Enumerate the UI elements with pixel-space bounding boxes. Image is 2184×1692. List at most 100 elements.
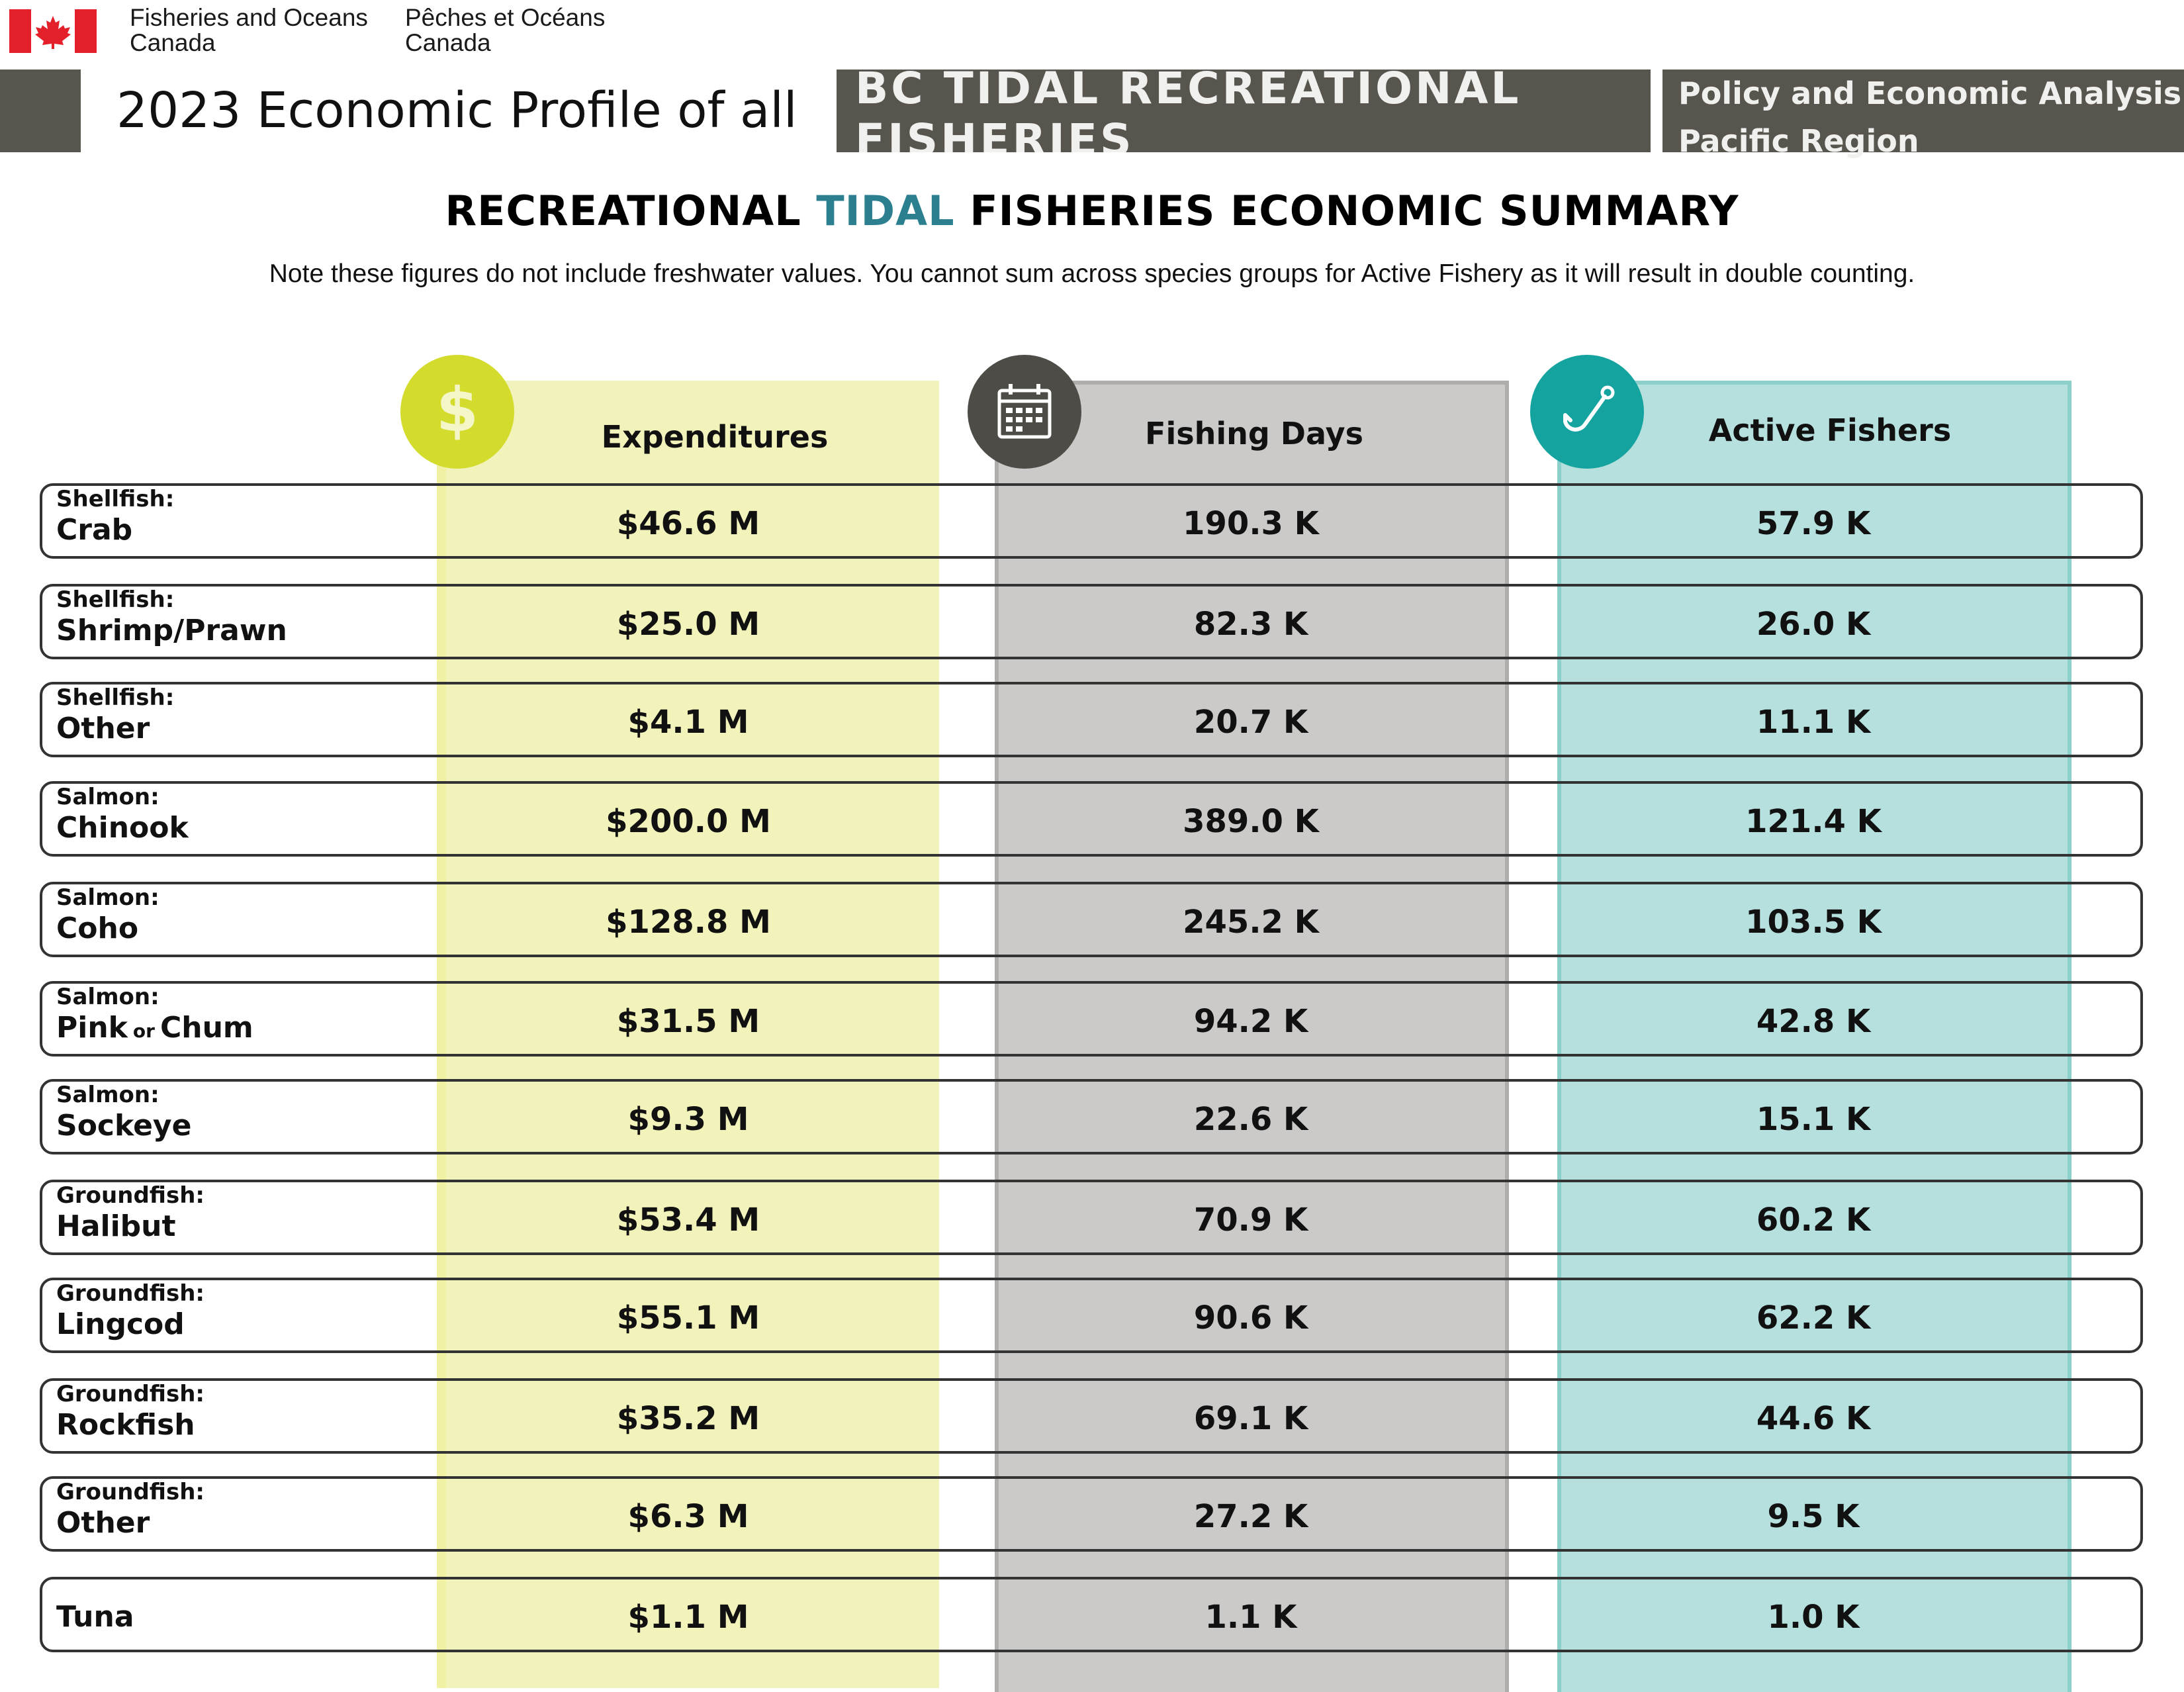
species-name: Sockeye [56,1109,192,1143]
calendar-icon [968,355,1081,469]
table-row [40,981,2143,1057]
species-name: Lingcod [56,1307,185,1341]
active-fishers-value: 26.0 K [1756,606,1871,643]
header-subtitle-bar: BC TIDAL RECREATIONAL FISHERIES [837,63,1651,152]
species-group: Shellfish: [56,684,175,711]
row-label: Shellfish: Shrimp/Prawn [56,587,287,649]
species-name: Other [56,712,150,745]
species-name: Tuna [56,1600,134,1634]
fish-hook-icon [1530,355,1644,469]
header-region: Policy and Economic Analysis, Pacific Re… [1678,75,2181,159]
summary-title: RECREATIONAL TIDAL FISHERIES ECONOMIC SU… [445,187,1739,235]
fishing-days-value: 27.2 K [1193,1498,1308,1535]
expenditures-value: $9.3 M [627,1101,749,1138]
fishing-days-value: 245.2 K [1183,904,1319,941]
species-name: Shrimp/Prawn [56,614,287,647]
fishing-days-value: 190.3 K [1183,505,1319,542]
page-title: 2023 Economic Profile of all [116,82,797,139]
active-fishers-column [1557,381,2071,1692]
species-group: Groundfish: [56,1280,205,1307]
fishing-days-value: 70.9 K [1193,1201,1308,1239]
species-name: Pink or Chum [56,1011,253,1045]
expenditures-value: $25.0 M [616,606,760,643]
fishing-days-column [995,381,1509,1692]
expenditures-value: $46.6 M [616,505,760,542]
expenditures-value: $6.3 M [627,1498,749,1535]
active-fishers-value: 62.2 K [1756,1299,1871,1337]
expenditures-value: $4.1 M [627,704,749,741]
fishing-days-value: 22.6 K [1193,1101,1308,1138]
species-group: Shellfish: [56,486,175,512]
active-fishers-value: 42.8 K [1756,1003,1871,1040]
header-left-block [0,70,81,152]
row-label: Salmon: Coho [56,884,159,947]
species-name: Rockfish [56,1408,195,1442]
species-joiner: or [132,1020,155,1042]
active-fishers-header: Active Fishers [1708,412,1952,448]
species-group: Salmon: [56,1082,159,1108]
canada-flag-icon [9,9,97,53]
table-row [40,584,2143,659]
row-label: Tuna [56,1579,134,1655]
table-row [40,1278,2143,1353]
fishing-days-header: Fishing Days [1145,416,1363,451]
row-label: Groundfish: Lingcod [56,1280,205,1342]
row-label: Salmon: Pink or Chum [56,984,253,1049]
table-row [40,1476,2143,1552]
active-fishers-value: 60.2 K [1756,1201,1871,1239]
species-group: Shellfish: [56,587,175,613]
fishing-days-value: 82.3 K [1193,606,1308,643]
table-row [40,682,2143,757]
fishing-days-value: 20.7 K [1193,704,1308,741]
species-group: Groundfish: [56,1182,205,1209]
active-fishers-value: 121.4 K [1745,803,1882,840]
table-row [40,483,2143,559]
expenditures-value: $35.2 M [616,1400,760,1437]
expenditures-value: $53.4 M [616,1201,760,1239]
active-fishers-value: 1.0 K [1767,1599,1860,1636]
active-fishers-value: 9.5 K [1767,1498,1860,1535]
table-row [40,1079,2143,1154]
fishing-days-value: 94.2 K [1193,1003,1308,1040]
active-fishers-value: 57.9 K [1756,505,1871,542]
table-row [40,1378,2143,1454]
species-name: Halibut [56,1209,176,1243]
fishing-days-value: 69.1 K [1193,1400,1308,1437]
active-fishers-value: 103.5 K [1745,904,1882,941]
row-label: Shellfish: Other [56,684,174,747]
summary-title-accent: TIDAL [816,187,955,235]
row-label: Groundfish: Rockfish [56,1381,205,1443]
expenditures-value: $1.1 M [627,1599,749,1636]
active-fishers-value: 15.1 K [1756,1101,1871,1138]
row-label: Groundfish: Halibut [56,1182,205,1245]
species-group: Salmon: [56,884,159,911]
row-label: Shellfish: Crab [56,486,174,548]
header-subtitle: BC TIDAL RECREATIONAL FISHERIES [855,63,1522,152]
expenditures-value: $200.0 M [606,803,771,840]
species-group: Salmon: [56,784,159,810]
expenditures-header: Expenditures [601,419,829,455]
fishing-days-value: 90.6 K [1193,1299,1308,1337]
species-group: Groundfish: [56,1479,205,1505]
expenditures-value: $55.1 M [616,1299,760,1337]
active-fishers-value: 44.6 K [1756,1400,1871,1437]
row-label: Groundfish: Other [56,1479,205,1541]
svg-text:$: $ [436,375,478,446]
species-name: Other [56,1506,150,1540]
row-label: Salmon: Chinook [56,784,189,846]
table-row [40,882,2143,957]
expenditures-value: $31.5 M [616,1003,760,1040]
dollar-sign-icon: $ [400,355,514,469]
species-name: Coho [56,912,139,945]
summary-note: Note these figures do not include freshw… [269,259,1915,288]
species-name: Crab [56,513,133,547]
table-row [40,781,2143,857]
active-fishers-value: 11.1 K [1756,704,1871,741]
species-group: Groundfish: [56,1381,205,1407]
row-label: Salmon: Sockeye [56,1082,191,1144]
department-name-french: Pêches et Océans Canada [405,4,606,56]
table-row [40,1577,2143,1652]
expenditures-value: $128.8 M [606,904,771,941]
fishing-days-value: 1.1 K [1205,1599,1297,1636]
fishing-days-value: 389.0 K [1183,803,1319,840]
